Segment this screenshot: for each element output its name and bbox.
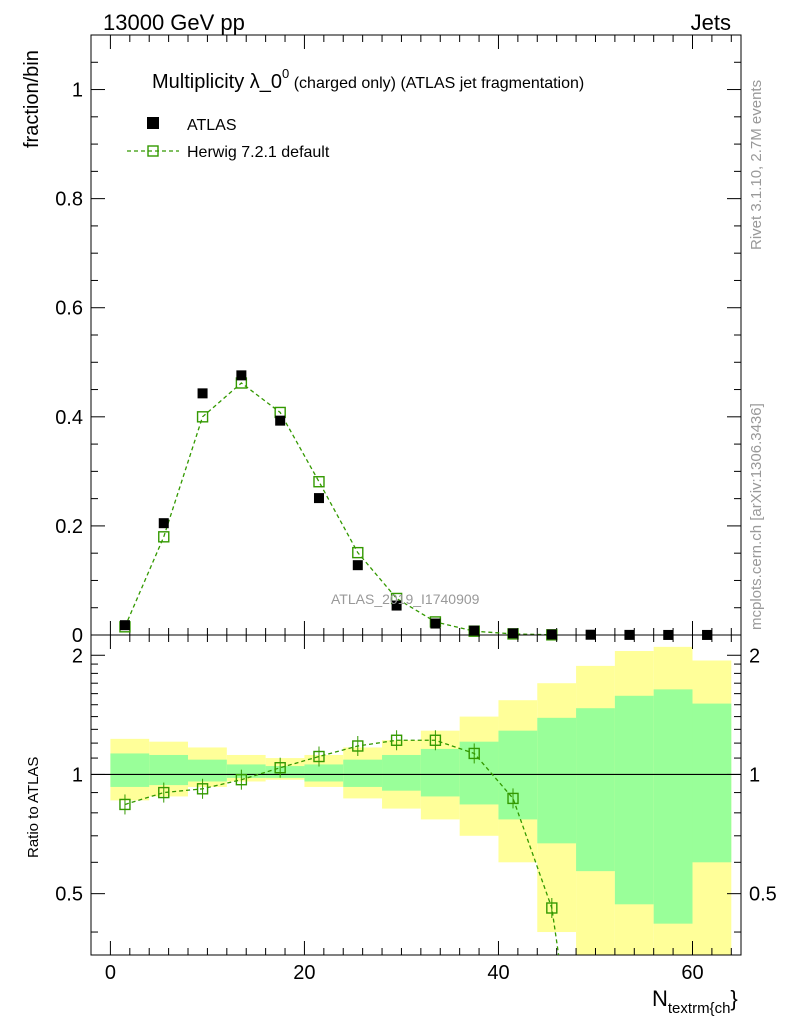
band-green-bin (304, 764, 344, 782)
title-tail: (ATLAS jet fragmentation) (396, 75, 584, 92)
y-tick-label: 0 (72, 625, 83, 647)
legend: ATLAS Herwig 7.2.1 default (127, 117, 330, 161)
x-label-sub: textrm{ch (668, 1000, 731, 1017)
band-green-bin (653, 689, 693, 924)
band-green-bin (692, 703, 732, 863)
legend-marker-mc (147, 145, 159, 157)
lower-y-label: Ratio to ATLAS (25, 757, 42, 858)
ratio-tick-label-right: 0.5 (749, 884, 777, 906)
legend-label-mc: Herwig 7.2.1 default (187, 144, 330, 161)
atlas-point (313, 493, 324, 504)
title-small: (charged only) (289, 75, 396, 92)
y-tick-label: 1 (72, 80, 83, 102)
atlas-point (275, 415, 286, 426)
band-green-bin (343, 759, 383, 787)
upper-panel: 0 0.2 0.4 0.6 0.8 1 (55, 34, 742, 647)
band-green-bin (614, 695, 654, 905)
ratio-mc-point (390, 734, 403, 746)
ratio-mc-point (352, 740, 364, 752)
ratio-mc-point (235, 773, 248, 786)
atlas-point (352, 560, 363, 571)
x-tick-label: 60 (681, 962, 703, 984)
ratio-mc-point (158, 786, 170, 799)
header-right: Jets (691, 10, 731, 35)
ratio-mc-point (546, 902, 558, 914)
mc-point (196, 411, 209, 423)
ratio-mc-point (507, 792, 519, 805)
lower-frame (90, 634, 742, 956)
atlas-point (236, 370, 247, 381)
title-sup: 0 (282, 66, 289, 81)
y-tick-label: 0.8 (55, 189, 83, 211)
rivet-label: Rivet 3.1.10, 2.7M events (748, 80, 765, 250)
band-green-bin (420, 748, 460, 797)
band-green-bin (110, 753, 150, 787)
atlas-point (508, 628, 519, 639)
y-tick-label: 0.4 (55, 407, 83, 429)
mc-point (313, 476, 325, 488)
upper-y-label: fraction/bin (21, 50, 43, 148)
watermark: ATLAS_2019_I1740909 (331, 591, 480, 607)
title-main: Multiplicity λ_0 (152, 71, 282, 93)
mc-point (352, 546, 364, 559)
ratio-mc-point (468, 747, 480, 760)
lower-panel: 0 20 40 60 0.5 0.5 1 1 2 2 (55, 634, 777, 984)
atlas-point (469, 625, 480, 636)
band-green-bin (188, 759, 227, 782)
legend-marker-atlas (147, 117, 159, 129)
ratio-tick-label-right: 1 (749, 764, 760, 786)
mc-line (124, 382, 552, 636)
band-green-bin (537, 717, 577, 844)
atlas-point (430, 618, 441, 629)
x-tick-label: 40 (487, 962, 509, 984)
ratio-mc-point (274, 762, 286, 774)
ratio-tick-label: 0.5 (55, 884, 83, 906)
ratio-mc-point (429, 734, 442, 746)
atlas-point (546, 629, 557, 640)
atlas-point (391, 600, 402, 611)
band-green-bin (576, 708, 615, 872)
band-green-bin (149, 754, 189, 786)
header-left: 13000 GeV pp (103, 10, 245, 35)
atlas-point (197, 388, 208, 399)
mcplots-label: mcplots.cern.ch [arXiv:1306.3436] (748, 403, 765, 630)
ratio-tick-label: 1 (72, 764, 83, 786)
y-tick-label: 0.2 (55, 516, 83, 538)
x-tick-label: 20 (293, 962, 315, 984)
ratio-tick-label: 2 (72, 645, 83, 667)
ratio-tick-label-right: 2 (749, 645, 760, 667)
atlas-point (158, 518, 169, 529)
atlas-point (119, 620, 130, 631)
band-green-bin (382, 754, 421, 791)
legend-label-atlas: ATLAS (187, 117, 237, 134)
x-label-end: } (730, 986, 737, 1011)
ratio-mc-point (196, 783, 209, 795)
x-axis-label: Ntextrm{ch} (652, 986, 738, 1017)
plot-title: Multiplicity λ_00 (charged only) (ATLAS … (152, 66, 584, 93)
x-tick-label: 0 (105, 962, 116, 984)
ratio-mc-point (119, 798, 131, 811)
mc-point (158, 531, 170, 543)
y-tick-label: 0.6 (55, 298, 83, 320)
ratio-mc-point (313, 750, 325, 763)
x-label-main: N (652, 986, 668, 1011)
